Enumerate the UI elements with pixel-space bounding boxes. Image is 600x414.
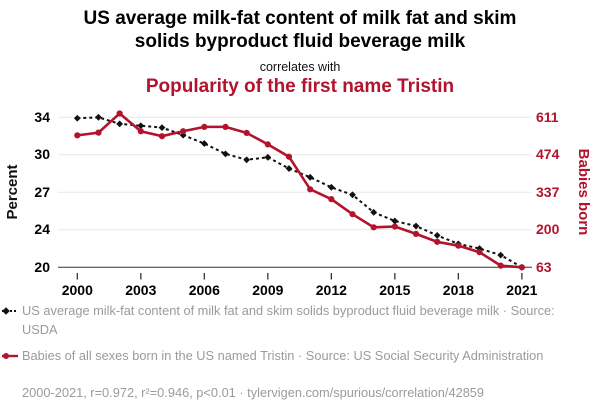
data-point-marker xyxy=(179,131,187,139)
data-point-marker xyxy=(158,124,166,132)
correlates-with-label: correlates with xyxy=(259,60,341,74)
data-point-marker xyxy=(412,230,420,238)
data-point-marker xyxy=(306,173,314,181)
data-point-marker xyxy=(370,224,377,231)
y-tick-label-left: 20 xyxy=(34,258,50,275)
data-point-marker xyxy=(497,262,504,269)
x-tick-label: 2012 xyxy=(315,282,347,298)
x-tick-label: 2009 xyxy=(252,282,284,298)
series-line-tristin xyxy=(77,111,522,269)
red-solid-line-icon xyxy=(2,353,18,360)
x-tick-label: 2015 xyxy=(379,282,411,298)
data-point-marker xyxy=(370,208,378,216)
x-tick-label: 2000 xyxy=(61,282,93,298)
data-point-marker xyxy=(349,211,356,218)
data-point-marker xyxy=(433,232,441,239)
data-point-marker xyxy=(349,191,356,199)
data-point-marker xyxy=(116,120,124,128)
y-tick-label-right: 474 xyxy=(536,146,560,163)
x-tick-label: 2006 xyxy=(188,282,220,298)
right-axis-title: Babies born xyxy=(575,148,592,236)
y-tick-label-left: 30 xyxy=(34,146,50,163)
data-point-marker xyxy=(116,110,123,117)
y-tick-label-right: 200 xyxy=(536,221,560,238)
data-point-marker xyxy=(307,186,314,193)
data-point-marker xyxy=(158,133,166,140)
y-tick-label-right: 611 xyxy=(536,108,559,125)
legend-entry-label: Babies of all sexes born in the US named… xyxy=(22,348,544,364)
data-point-marker xyxy=(264,141,271,148)
data-point-marker xyxy=(222,150,229,158)
legend-entry-milk: US average milk-fat content of milk fat … xyxy=(0,302,585,339)
stats-and-source-url: 2000-2021, r=0.972, r²=0.946, p<0.01 · t… xyxy=(22,385,485,400)
black-dashed-line-icon xyxy=(2,307,18,315)
data-point-marker xyxy=(518,264,525,271)
y-tick-label-left: 27 xyxy=(34,183,50,200)
data-point-marker xyxy=(264,153,272,161)
x-tick-label: 2021 xyxy=(506,282,538,298)
chart-subtitle: Popularity of the first name Tristin xyxy=(145,76,455,97)
y-tick-label-left: 24 xyxy=(34,221,50,238)
y-tick-label-right: 63 xyxy=(536,258,552,275)
data-point-marker xyxy=(327,183,335,191)
data-point-marker xyxy=(391,223,398,230)
data-point-marker xyxy=(73,114,81,122)
data-point-marker xyxy=(476,245,483,252)
chart-title-text: US average milk-fat content of milk fat … xyxy=(83,8,517,53)
data-point-marker xyxy=(74,132,81,139)
x-tick-label: 2018 xyxy=(442,282,474,298)
data-point-marker xyxy=(95,113,102,121)
data-point-marker xyxy=(454,240,462,248)
data-point-marker xyxy=(476,249,483,256)
data-point-marker xyxy=(285,153,293,160)
data-point-marker xyxy=(412,222,420,230)
legend-entry-tristin: Babies of all sexes born in the US named… xyxy=(0,347,585,366)
data-point-marker xyxy=(137,122,145,130)
chart-title: US average milk-fat content of milk fat … xyxy=(0,7,600,53)
data-point-marker xyxy=(222,123,229,130)
data-point-marker xyxy=(243,129,250,137)
chart-legend: US average milk-fat content of milk fat … xyxy=(0,302,585,374)
legend-entry-label: US average milk-fat content of milk fat … xyxy=(22,303,555,337)
series-line-milk xyxy=(77,116,523,269)
data-point-marker xyxy=(201,123,208,130)
data-point-marker xyxy=(95,129,102,136)
data-point-marker xyxy=(200,140,208,147)
data-point-marker xyxy=(137,128,144,135)
x-tick-label: 2003 xyxy=(125,282,157,298)
data-point-marker xyxy=(328,196,335,203)
data-point-marker xyxy=(497,251,505,259)
data-point-marker xyxy=(243,156,251,164)
data-point-marker xyxy=(180,128,187,135)
y-tick-label-right: 337 xyxy=(536,183,560,200)
data-point-marker xyxy=(434,238,441,245)
data-point-marker xyxy=(391,217,399,225)
data-point-marker xyxy=(518,263,526,271)
data-point-marker xyxy=(455,242,462,249)
data-point-marker xyxy=(285,165,293,172)
y-tick-label-left: 34 xyxy=(34,108,50,125)
